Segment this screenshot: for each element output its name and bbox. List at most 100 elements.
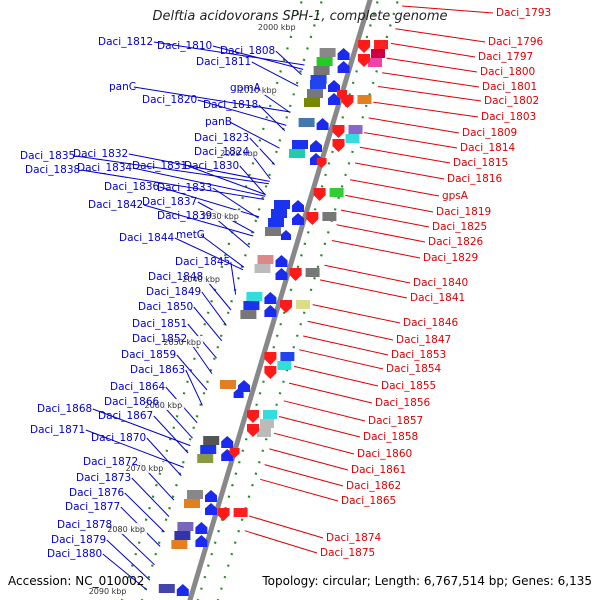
right-gene-label[interactable]: Daci_1856 [375, 397, 431, 409]
right-gene-label[interactable]: Daci_1853 [391, 349, 446, 361]
forward-gene-arrow [238, 380, 250, 392]
gene-box [310, 75, 327, 84]
left-leader-line [153, 41, 305, 66]
left-gene-label[interactable]: Daci_1838 [25, 164, 80, 176]
tick-label-bg [182, 273, 222, 284]
scale-tick-label: 2070 kbp [126, 464, 164, 473]
right-gene-label[interactable]: Daci_1814 [460, 142, 516, 154]
scale-tick-label: 2040 kbp [182, 275, 220, 284]
left-gene-label[interactable]: panB [205, 116, 232, 128]
left-gene-label[interactable]: Daci_1878 [57, 519, 112, 531]
left-gene-label[interactable]: Daci_1820 [142, 94, 197, 106]
left-gene-label[interactable]: Daci_1859 [121, 349, 176, 361]
left-gene-label[interactable]: Daci_1808 [220, 45, 275, 57]
left-gene-label[interactable]: Daci_1870 [91, 432, 146, 444]
reverse-gene-arrow [337, 90, 347, 100]
left-gene-label[interactable]: Daci_1832 [73, 148, 128, 160]
right-gene-label[interactable]: Daci_1857 [368, 415, 423, 427]
right-gene-label[interactable]: Daci_1854 [386, 363, 442, 375]
right-gene-label[interactable]: Daci_1797 [478, 51, 533, 63]
left-gene-label[interactable]: Daci_1876 [69, 487, 125, 499]
scale-tick-labels: 2000 kbp 2010 kbp 2020 kbp 2030 kbp 2040 kbp… [88, 21, 298, 596]
right-gene-label[interactable]: Daci_1860 [357, 448, 412, 460]
left-gene-label[interactable]: Daci_1835 [20, 150, 75, 162]
left-gene-label[interactable]: metG [176, 229, 205, 241]
left-gene-label[interactable]: Daci_1877 [65, 501, 120, 513]
left-gene-label[interactable]: Daci_1833 [157, 182, 212, 194]
right-leader-line [312, 304, 401, 324]
left-gene-label[interactable]: Daci_1850 [138, 301, 193, 313]
left-gene-label[interactable]: Daci_1837 [142, 196, 197, 208]
tick-label-bg [88, 585, 129, 596]
gene-box [240, 310, 257, 319]
left-gene-label[interactable]: Daci_1864 [110, 381, 166, 393]
left-gene-label[interactable]: Daci_1879 [51, 534, 106, 546]
right-gene-label[interactable]: Daci_1809 [462, 127, 517, 139]
left-gene-label[interactable]: Daci_1849 [146, 286, 201, 298]
right-gene-label[interactable]: Daci_1875 [320, 547, 375, 559]
left-gene-label[interactable]: Daci_1866 [104, 396, 160, 408]
right-gene-label[interactable]: Daci_1800 [480, 66, 535, 78]
gene-box [374, 40, 388, 49]
left-leader-line [193, 306, 223, 342]
right-gene-label[interactable]: Daci_1829 [423, 252, 478, 264]
right-gene-label[interactable]: gpsA [442, 190, 469, 202]
right-gene-label[interactable]: Daci_1802 [484, 95, 539, 107]
left-gene-label[interactable]: Daci_1811 [196, 56, 251, 68]
left-gene-label[interactable]: Daci_1831 [132, 160, 187, 172]
right-gene-label[interactable]: Daci_1796 [488, 36, 544, 48]
right-gene-label[interactable]: Daci_1793 [496, 7, 551, 19]
left-leader-line [176, 354, 208, 391]
left-gene-label[interactable]: Daci_1812 [98, 36, 153, 48]
right-gene-label[interactable]: Daci_1858 [363, 431, 418, 443]
forward-gene-arrow [275, 268, 288, 280]
right-gene-label[interactable]: Daci_1841 [410, 292, 465, 304]
left-gene-label[interactable]: Daci_1824 [194, 146, 250, 158]
left-gene-label[interactable]: Daci_1871 [30, 424, 85, 436]
right-gene-label[interactable]: Daci_1801 [482, 81, 537, 93]
left-gene-label[interactable]: Daci_1880 [47, 548, 102, 560]
gene-box [357, 95, 372, 104]
right-gene-label[interactable]: Daci_1865 [341, 495, 396, 507]
right-gene-label[interactable]: Daci_1840 [413, 277, 468, 289]
gene-box [304, 98, 320, 107]
left-gene-label[interactable]: panC [109, 81, 136, 93]
left-gene-label[interactable]: Daci_1863 [130, 364, 185, 376]
left-gene-label[interactable]: Daci_1872 [83, 456, 138, 468]
left-gene-label[interactable]: Daci_1836 [104, 181, 160, 193]
right-gene-label[interactable]: Daci_1815 [453, 157, 508, 169]
left-leader-line [251, 61, 299, 87]
left-gene-label[interactable]: Daci_1844 [119, 232, 175, 244]
right-gene-label[interactable]: Daci_1826 [428, 236, 484, 248]
left-gene-label[interactable]: Daci_1823 [194, 132, 249, 144]
right-gene-label[interactable]: Daci_1855 [381, 380, 436, 392]
right-gene-label[interactable]: Daci_1847 [396, 334, 451, 346]
left-gene-label[interactable]: Daci_1834 [77, 162, 133, 174]
gene-box [316, 57, 333, 66]
right-gene-label[interactable]: Daci_1861 [351, 464, 406, 476]
left-gene-label[interactable]: Daci_1873 [76, 472, 131, 484]
right-gene-label[interactable]: Daci_1846 [403, 317, 459, 329]
left-gene-label[interactable]: Daci_1852 [132, 333, 187, 345]
right-gene-label[interactable]: Daci_1816 [447, 173, 503, 185]
left-gene-label[interactable]: gpmA [230, 82, 262, 94]
right-leader-line [368, 117, 460, 134]
left-gene-label[interactable]: Daci_1818 [203, 99, 258, 111]
left-gene-label[interactable]: Daci_1845 [175, 256, 230, 268]
left-gene-label[interactable]: Daci_1851 [132, 318, 187, 330]
left-gene-label[interactable]: Daci_1868 [37, 403, 92, 415]
left-gene-label[interactable]: Daci_1810 [157, 40, 212, 52]
tick-label-bg [144, 399, 185, 410]
gene-box [313, 66, 330, 75]
scale-tick-label: 2090 kbp [89, 587, 127, 596]
right-gene-label[interactable]: Daci_1803 [481, 111, 536, 123]
right-gene-label[interactable]: Daci_1874 [326, 532, 382, 544]
right-gene-label[interactable]: Daci_1825 [432, 221, 487, 233]
left-gene-label[interactable]: Daci_1830 [184, 160, 239, 172]
left-gene-label[interactable]: Daci_1839 [157, 210, 212, 222]
left-gene-label[interactable]: Daci_1867 [98, 410, 153, 422]
right-gene-label[interactable]: Daci_1862 [346, 480, 401, 492]
left-gene-label[interactable]: Daci_1842 [88, 199, 143, 211]
right-gene-label[interactable]: Daci_1819 [436, 206, 491, 218]
left-gene-label[interactable]: Daci_1848 [148, 271, 203, 283]
